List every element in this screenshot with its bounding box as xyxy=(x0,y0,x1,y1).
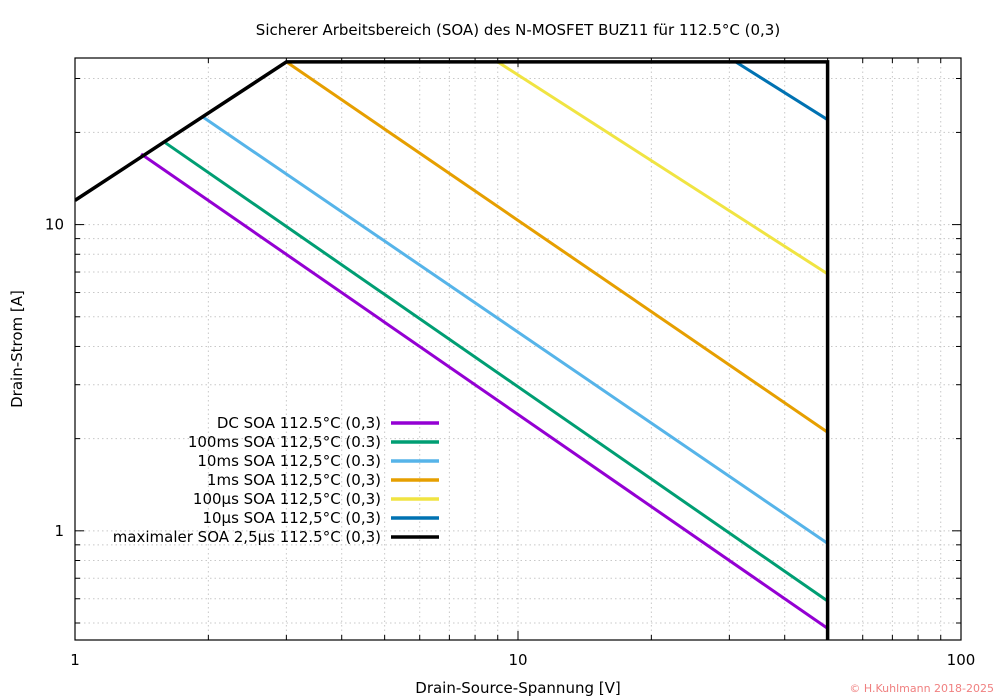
legend-label-4: 1ms SOA 112,5°C (0,3) xyxy=(207,471,381,489)
x-tick-label: 1 xyxy=(70,651,80,669)
tick-labels: 1 10 100 1 10 xyxy=(45,216,975,669)
legend-label-6: 10µs SOA 112,5°C (0,3) xyxy=(202,509,381,527)
x-tick-label: 100 xyxy=(947,651,976,669)
series-line-6 xyxy=(734,60,829,121)
series-line-7 xyxy=(75,60,830,640)
plot-frame xyxy=(74,57,962,641)
x-tick-label: 10 xyxy=(508,651,527,669)
copyright-notice: © H.Kuhlmann 2018-2025 xyxy=(849,682,994,695)
y-tick-label: 10 xyxy=(45,216,64,234)
chart-title: Sicherer Arbeitsbereich (SOA) des N-MOSF… xyxy=(256,21,780,39)
grid-lines xyxy=(75,58,961,640)
legend-label-5: 100µs SOA 112,5°C (0,3) xyxy=(193,490,381,508)
legend-label-1: DC SOA 112.5°C (0,3) xyxy=(217,414,381,432)
legend-label-3: 10ms SOA 112,5°C (0.3) xyxy=(197,452,381,470)
y-axis-label: Drain-Strom [A] xyxy=(8,290,26,408)
series-line-5 xyxy=(496,60,829,276)
series-line-2 xyxy=(164,141,829,603)
series-line-1 xyxy=(140,152,829,630)
x-axis-label: Drain-Source-Spannung [V] xyxy=(415,679,620,697)
legend-label-2: 100ms SOA 112,5°C (0.3) xyxy=(188,433,381,451)
series-lines xyxy=(75,60,830,640)
series-line-3 xyxy=(201,115,829,545)
series-line-4 xyxy=(285,60,829,434)
legend: DC SOA 112.5°C (0,3)100ms SOA 112,5°C (0… xyxy=(113,414,439,546)
y-tick-label: 1 xyxy=(54,522,64,540)
legend-label-7: maximaler SOA 2,5µs 112.5°C (0,3) xyxy=(113,528,381,546)
